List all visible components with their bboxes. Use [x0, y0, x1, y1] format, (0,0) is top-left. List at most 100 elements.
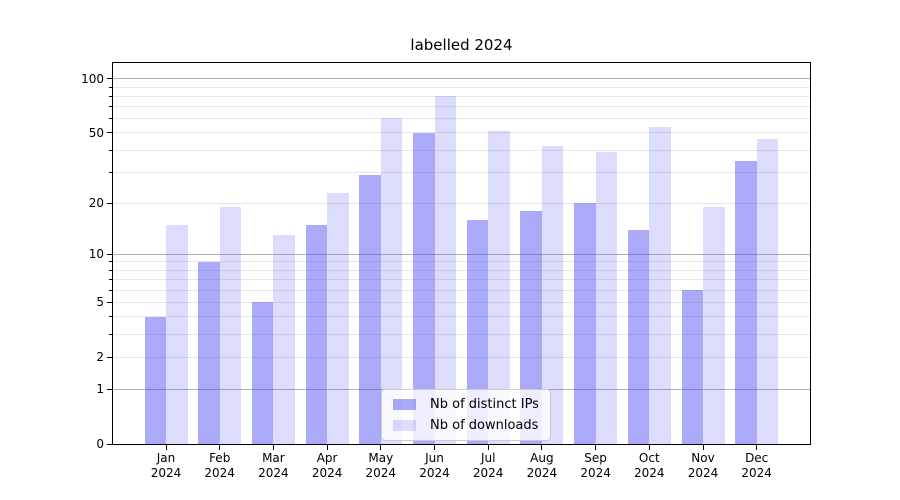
x-tick-mark: [648, 445, 650, 450]
x-tick-label: Oct 2024: [617, 451, 681, 481]
y-tick-mark: [107, 78, 112, 80]
x-tick-month: Feb: [209, 451, 231, 465]
gridline-minor: [112, 279, 811, 280]
y-tick-label: 2: [96, 350, 104, 365]
y-tick-mark: [107, 253, 112, 255]
x-tick-label: Mar 2024: [241, 451, 305, 481]
gridline-minor: [112, 106, 811, 108]
gridline-minor: [112, 301, 811, 303]
y-tick-mark: [107, 301, 112, 303]
y-tick-mark: [107, 356, 112, 358]
y-tick-label: 100: [81, 71, 104, 86]
legend-entry-label: Nb of distinct IPs: [430, 397, 539, 412]
x-tick-month: Nov: [691, 451, 715, 465]
y-minor-tick-mark: [109, 269, 112, 271]
bar-downloads-jul: [488, 131, 510, 444]
y-minor-tick-mark: [109, 95, 112, 97]
bar-downloads-mar: [273, 235, 295, 444]
gridline-minor: [112, 132, 811, 134]
x-tick-year: 2024: [472, 466, 504, 480]
gridline-minor: [112, 289, 811, 291]
gridline-minor: [112, 333, 811, 335]
y-tick-label: 20: [88, 196, 104, 211]
x-tick-year: 2024: [741, 466, 772, 480]
y-minor-tick-mark: [109, 261, 112, 263]
x-tick-label: Sep 2024: [564, 451, 628, 481]
legend-swatch: [393, 399, 416, 410]
y-minor-tick-mark: [109, 279, 112, 280]
x-tick-year: 2024: [311, 466, 343, 480]
bar-distinct-ips-apr: [305, 224, 328, 444]
x-tick-label: Apr 2024: [295, 451, 359, 481]
y-minor-tick-mark: [109, 333, 112, 335]
bar-distinct-ips-jun: [413, 132, 435, 444]
gridline-major: [112, 253, 811, 255]
y-minor-tick-mark: [109, 118, 112, 120]
x-tick-mark: [702, 445, 704, 450]
x-tick-month: Jun: [425, 451, 444, 465]
x-tick-month: Apr: [316, 451, 338, 465]
x-tick-month: Dec: [745, 451, 769, 465]
bar-distinct-ips-oct: [627, 229, 650, 444]
x-tick-label: Jun 2024: [403, 451, 467, 481]
x-tick-month: Aug: [530, 451, 554, 465]
gridline-minor: [112, 261, 811, 263]
x-tick-mark: [219, 445, 221, 450]
x-tick-month: Oct: [638, 451, 660, 465]
bar-distinct-ips-dec: [735, 160, 757, 444]
x-tick-mark: [165, 445, 167, 450]
x-tick-mark: [541, 445, 543, 450]
x-tick-mark: [756, 445, 758, 450]
x-tick-mark: [326, 445, 328, 450]
x-tick-label: Jan 2024: [134, 451, 198, 481]
gridline-minor: [112, 269, 811, 271]
gridline-minor: [112, 149, 811, 151]
x-tick-mark: [487, 445, 489, 450]
legend-entry: Nb of distinct IPs: [393, 395, 539, 414]
bar-downloads-sep: [595, 152, 618, 444]
bar-distinct-ips-aug: [520, 211, 542, 444]
bar-distinct-ips-may: [359, 174, 381, 444]
x-tick-year: 2024: [419, 466, 450, 480]
bar-distinct-ips-jan: [144, 316, 166, 444]
x-tick-year: 2024: [258, 466, 289, 480]
y-tick-label: 10: [88, 247, 104, 262]
bar-downloads-aug: [541, 146, 564, 444]
x-tick-label: Dec 2024: [725, 451, 789, 481]
x-tick-year: 2024: [365, 466, 397, 480]
x-tick-year: 2024: [526, 466, 558, 480]
x-tick-label: Aug 2024: [510, 451, 574, 481]
bar-downloads-dec: [756, 139, 779, 444]
legend-entry: Nb of downloads: [393, 416, 539, 435]
bar-downloads-may: [380, 117, 403, 444]
y-tick-label: 1: [96, 382, 104, 397]
y-tick-mark: [107, 202, 112, 204]
x-tick-month: Jan: [156, 451, 176, 465]
chart-title: labelled 2024: [410, 36, 513, 54]
x-tick-month: May: [368, 451, 394, 465]
bar-downloads-jun: [434, 96, 456, 444]
legend-swatch: [393, 420, 416, 431]
y-minor-tick-mark: [109, 149, 112, 151]
bar-downloads-nov: [703, 207, 725, 444]
y-minor-tick-mark: [109, 289, 112, 291]
legend: Nb of distinct IPs Nb of downloads: [381, 389, 551, 441]
bar-distinct-ips-nov: [681, 290, 703, 444]
x-tick-label: Nov 2024: [671, 451, 735, 481]
y-minor-tick-mark: [109, 171, 112, 173]
x-tick-label: Feb 2024: [188, 451, 252, 481]
bar-distinct-ips-feb: [198, 261, 220, 444]
gridline-minor: [112, 171, 811, 173]
bar-downloads-jan: [166, 224, 188, 444]
x-tick-month: Mar: [262, 451, 285, 465]
gridline-minor: [112, 118, 811, 120]
y-tick-mark: [107, 443, 112, 445]
bar-downloads-oct: [649, 127, 671, 444]
x-tick-mark: [272, 445, 274, 450]
gridline-minor: [112, 202, 811, 204]
bar-downloads-feb: [219, 207, 242, 444]
